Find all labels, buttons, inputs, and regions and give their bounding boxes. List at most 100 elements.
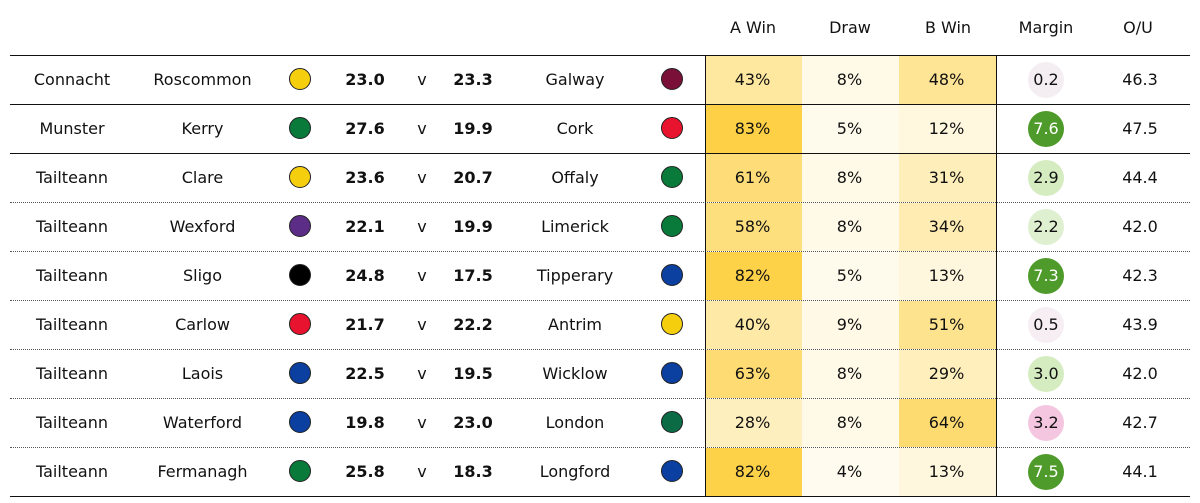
b-win-value: 48%	[928, 70, 965, 89]
table-row: Connacht Roscommon 23.0 v 23.3 Galway 43% 8% 48%…	[10, 56, 1190, 104]
b-win-value: 29%	[928, 364, 965, 383]
a-win-value: 63%	[734, 364, 771, 383]
competition-label: Tailteann	[35, 168, 109, 187]
margin-badge: 3.2	[1028, 405, 1064, 441]
b-win-value: 51%	[928, 315, 965, 334]
b-win-shade	[899, 399, 996, 447]
row-separator	[10, 202, 1190, 203]
b-win-shade	[899, 56, 996, 104]
b-win-shade	[899, 350, 996, 398]
a-win-shade	[705, 448, 802, 496]
draw-shade	[802, 154, 899, 202]
team-b-name: Antrim	[548, 315, 602, 334]
table-row: Tailteann Wexford 22.1 v 19.9 Limerick 58% 8% 34…	[10, 203, 1190, 251]
versus-label: v	[417, 413, 427, 432]
a-win-value: 58%	[734, 217, 771, 236]
header-a-win: A Win	[729, 18, 777, 37]
versus-label: v	[417, 168, 427, 187]
a-win-value: 83%	[734, 119, 771, 138]
row-separator	[10, 447, 1190, 448]
team-b-score: 20.7	[453, 168, 493, 187]
a-win-shade	[705, 252, 802, 300]
team-b-score: 19.5	[453, 364, 493, 383]
draw-shade	[802, 399, 899, 447]
over-under-value: 42.0	[1122, 217, 1158, 236]
team-b-score: 18.3	[453, 462, 493, 481]
over-under-value: 42.3	[1122, 266, 1158, 285]
team-a-color-dot	[289, 411, 311, 433]
table-row: Tailteann Carlow 21.7 v 22.2 Antrim 40% 9% 51% 0.…	[10, 301, 1190, 349]
competition-label: Tailteann	[35, 315, 109, 334]
over-under-value: 43.9	[1122, 315, 1158, 334]
team-b-color-dot	[661, 411, 683, 433]
versus-label: v	[417, 119, 427, 138]
a-win-value: 28%	[734, 413, 771, 432]
b-win-value: 12%	[928, 119, 965, 138]
draw-shade	[802, 448, 899, 496]
margin-badge: 0.2	[1028, 62, 1064, 98]
probability-left-border	[705, 55, 706, 496]
team-a-score: 22.5	[345, 364, 385, 383]
team-b-name: Limerick	[541, 217, 609, 236]
team-b-name: Longford	[539, 462, 611, 481]
b-win-value: 13%	[928, 462, 965, 481]
team-b-name: London	[545, 413, 605, 432]
team-b-color-dot	[661, 362, 683, 384]
team-a-name: Waterford	[162, 413, 243, 432]
versus-label: v	[417, 315, 427, 334]
team-a-name: Carlow	[175, 315, 230, 334]
draw-value: 9%	[836, 315, 863, 334]
team-a-name: Fermanagh	[157, 462, 248, 481]
a-win-shade	[705, 301, 802, 349]
b-win-value: 64%	[928, 413, 965, 432]
competition-label: Connacht	[33, 70, 111, 89]
probability-right-border	[996, 55, 997, 496]
team-a-color-dot	[289, 68, 311, 90]
team-a-color-dot	[289, 166, 311, 188]
header-b-win: B Win	[924, 18, 972, 37]
table-row: Munster Kerry 27.6 v 19.9 Cork 83% 5% 12% 7.6 47.5	[10, 105, 1190, 153]
competition-label: Tailteann	[35, 413, 109, 432]
b-win-value: 34%	[928, 217, 965, 236]
a-win-value: 43%	[734, 70, 771, 89]
a-win-shade	[705, 154, 802, 202]
team-a-name: Clare	[181, 168, 224, 187]
b-win-shade	[899, 105, 996, 153]
over-under-value: 44.4	[1122, 168, 1158, 187]
draw-shade	[802, 56, 899, 104]
team-b-color-dot	[661, 68, 683, 90]
team-a-name: Sligo	[183, 266, 222, 285]
b-win-shade	[899, 203, 996, 251]
over-under-value: 46.3	[1122, 70, 1158, 89]
draw-shade	[802, 252, 899, 300]
row-separator	[10, 496, 1190, 497]
over-under-value: 42.7	[1122, 413, 1158, 432]
row-separator	[10, 251, 1190, 252]
b-win-value: 13%	[928, 266, 965, 285]
team-b-name: Offaly	[551, 168, 599, 187]
a-win-value: 40%	[734, 315, 771, 334]
versus-label: v	[417, 217, 427, 236]
margin-badge: 7.6	[1028, 111, 1064, 147]
team-a-name: Kerry	[181, 119, 224, 138]
team-b-score: 22.2	[453, 315, 493, 334]
team-b-color-dot	[661, 313, 683, 335]
competition-label: Munster	[39, 119, 105, 138]
team-b-name: Galway	[545, 70, 605, 89]
table-row: Tailteann Fermanagh 25.8 v 18.3 Longford 82% 4%…	[10, 448, 1190, 496]
margin-badge: 2.9	[1028, 160, 1064, 196]
header-ou: O/U	[1123, 18, 1153, 37]
b-win-shade	[899, 301, 996, 349]
team-b-color-dot	[661, 166, 683, 188]
b-win-shade	[899, 448, 996, 496]
b-win-shade	[899, 252, 996, 300]
draw-value: 4%	[836, 462, 863, 481]
draw-value: 8%	[836, 413, 863, 432]
a-win-shade	[705, 399, 802, 447]
team-a-score: 27.6	[345, 119, 385, 138]
competition-label: Tailteann	[35, 462, 109, 481]
a-win-shade	[705, 105, 802, 153]
team-b-name: Wicklow	[542, 364, 608, 383]
versus-label: v	[417, 266, 427, 285]
team-a-name: Roscommon	[153, 70, 252, 89]
